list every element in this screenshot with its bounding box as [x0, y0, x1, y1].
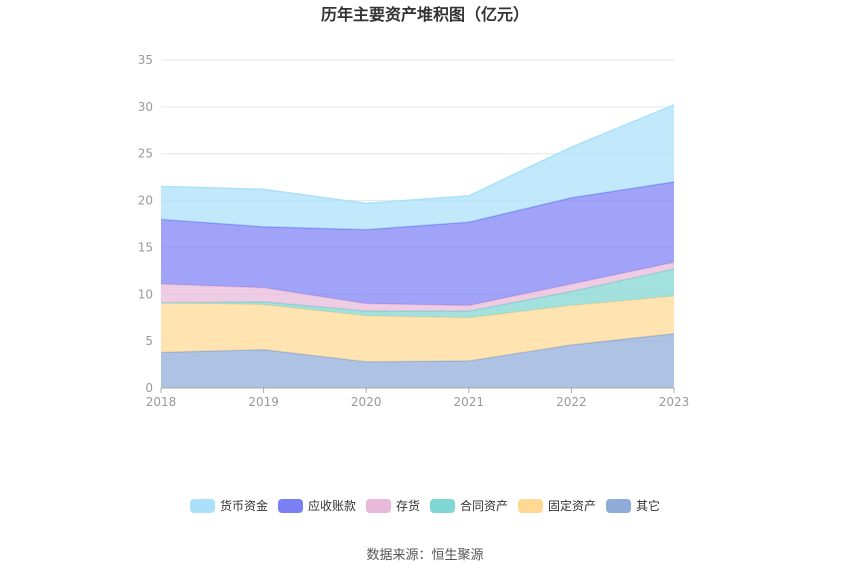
legend-label: 合同资产: [460, 498, 508, 513]
y-tick-label: 25: [138, 147, 153, 161]
x-tick-label: 2021: [454, 395, 485, 409]
x-tick-label: 2023: [659, 395, 690, 409]
y-tick-label: 15: [138, 240, 153, 254]
legend-label: 应收账款: [308, 498, 356, 513]
area-固定资产: [161, 296, 674, 362]
area-存货: [161, 262, 674, 312]
legend-item[interactable]: 合同资产: [430, 498, 508, 513]
legend-swatch: [366, 499, 391, 513]
legend-swatch: [518, 499, 543, 513]
y-tick-label: 10: [138, 287, 153, 301]
x-tick-label: 2022: [556, 395, 587, 409]
chart-title: 历年主要资产堆积图（亿元）: [321, 5, 529, 24]
legend-swatch: [190, 499, 215, 513]
legend-label: 存货: [396, 498, 420, 513]
line-货币资金: [160, 104, 675, 205]
area-应收账款: [161, 181, 674, 306]
legend-label: 固定资产: [548, 498, 596, 513]
legend-item[interactable]: 货币资金: [190, 498, 268, 513]
area-货币资金: [161, 104, 674, 230]
legend-item[interactable]: 其它: [606, 498, 660, 513]
legend-item[interactable]: 应收账款: [278, 498, 356, 513]
axes: 0 5 10 15 20 25 30 35 2018 2019 2020 2021 2022 2023: [138, 53, 690, 409]
legend-item[interactable]: 存货: [366, 498, 420, 513]
x-tick-label: 2020: [351, 395, 382, 409]
area-其它: [161, 333, 674, 388]
y-tick-label: 30: [138, 100, 153, 114]
area-合同资产: [161, 268, 674, 318]
y-tick-label: 20: [138, 194, 153, 208]
legend[interactable]: 货币资金 应收账款 存货 合同资产 固定资产 其它: [190, 498, 660, 513]
data-source: 数据来源：恒生聚源: [366, 548, 483, 563]
y-tick-label: 35: [138, 53, 153, 67]
legend-swatch: [430, 499, 455, 513]
legend-swatch: [606, 499, 631, 513]
y-tick-label: 5: [145, 334, 153, 348]
legend-swatch: [278, 499, 303, 513]
area-series: [160, 104, 675, 388]
legend-label: 货币资金: [220, 498, 268, 513]
x-tick-label: 2018: [146, 395, 177, 409]
legend-item[interactable]: 固定资产: [518, 498, 596, 513]
x-tick-label: 2019: [248, 395, 279, 409]
y-tick-label: 0: [145, 381, 153, 395]
legend-label: 其它: [636, 498, 660, 513]
